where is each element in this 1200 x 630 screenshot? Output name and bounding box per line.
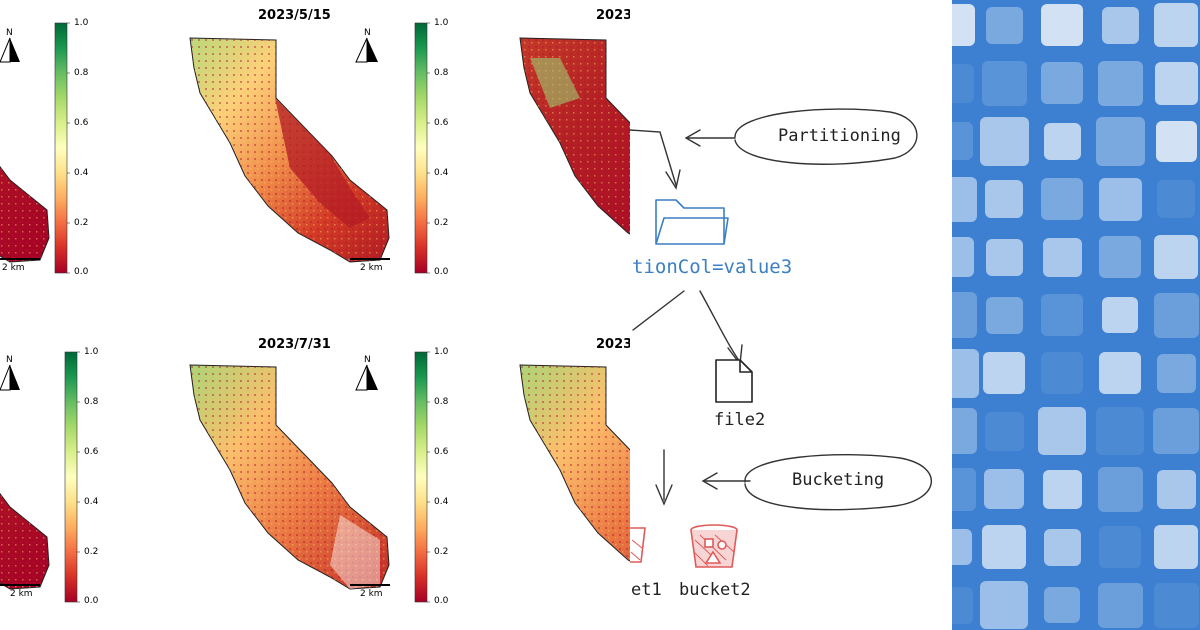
pattern-tile xyxy=(952,176,977,222)
pattern-tile xyxy=(1154,61,1198,105)
pattern-tile xyxy=(1041,62,1083,104)
pattern-tile xyxy=(1041,294,1083,336)
bucketing-label: Bucketing xyxy=(792,470,885,490)
pattern-tile xyxy=(1097,582,1143,628)
bucket1-icon xyxy=(630,527,646,563)
pattern-tile xyxy=(1041,178,1083,220)
pattern-tile xyxy=(982,525,1026,569)
pattern-tile xyxy=(1097,466,1143,512)
diagram-panel xyxy=(630,0,952,630)
map-panel-4 xyxy=(0,351,78,603)
pattern-tile xyxy=(1097,60,1143,106)
pattern-tile xyxy=(1156,353,1196,393)
pattern-tile xyxy=(1154,235,1198,279)
pattern-tile xyxy=(952,586,973,624)
scale-label-4: 2 km xyxy=(10,589,33,599)
pattern-tile xyxy=(952,529,972,565)
pattern-tile xyxy=(980,581,1028,629)
north-label: N xyxy=(6,355,13,365)
map-panel-2 xyxy=(189,22,428,274)
pattern-tile xyxy=(952,122,973,160)
north-label: N xyxy=(364,28,371,38)
file-label: file2 xyxy=(714,410,766,430)
pattern-tile xyxy=(952,292,977,338)
colorbar-5 xyxy=(414,351,428,603)
colorbar-4 xyxy=(64,351,78,603)
pattern-tile xyxy=(1042,237,1082,277)
pattern-tile xyxy=(1096,407,1144,455)
folder-label: tionCol=value3 xyxy=(632,256,793,278)
pattern-tile xyxy=(1042,469,1082,509)
pattern-tile xyxy=(1043,122,1081,160)
colorbar-2 xyxy=(414,22,428,274)
pattern-tile xyxy=(985,238,1023,276)
scale-label-2: 2 km xyxy=(360,263,383,273)
pattern-tile xyxy=(1098,177,1142,221)
pattern-tile xyxy=(1154,525,1198,569)
pattern-tile xyxy=(985,6,1023,44)
pattern-tile xyxy=(1044,587,1080,623)
pattern-tile xyxy=(1095,116,1145,166)
colorbar-1 xyxy=(54,22,68,274)
pattern-tile xyxy=(1102,297,1138,333)
pattern-tile xyxy=(981,60,1027,106)
pattern-tile xyxy=(984,469,1024,509)
map-title-3: 2023 xyxy=(596,8,633,23)
pattern-tile xyxy=(983,352,1025,394)
north-label: N xyxy=(364,355,371,365)
bucket2-icon xyxy=(690,524,738,568)
maps-canvas xyxy=(0,22,630,603)
pattern-tile xyxy=(1038,407,1086,455)
tile-pattern xyxy=(952,0,1200,630)
pattern-tile xyxy=(1099,352,1141,394)
pattern-tile xyxy=(952,408,977,454)
pattern-tile xyxy=(1157,180,1195,218)
map-title-6: 2023/ xyxy=(596,337,637,352)
scale-label-5: 2 km xyxy=(360,589,383,599)
pattern-tile xyxy=(1043,528,1081,566)
pattern-tile xyxy=(1153,292,1199,338)
pattern-tile xyxy=(985,180,1023,218)
pattern-tile xyxy=(1101,6,1139,44)
pattern-tile xyxy=(952,4,975,46)
pattern-tile xyxy=(952,467,976,511)
north-label: N xyxy=(6,28,13,38)
partitioning-label: Partitioning xyxy=(778,126,901,146)
map-title-5: 2023/7/31 xyxy=(258,337,331,352)
pattern-tile xyxy=(979,116,1029,166)
pattern-tile xyxy=(1099,526,1141,568)
bucket1-label: et1 xyxy=(631,580,662,600)
pattern-tile xyxy=(952,237,974,277)
pattern-tile xyxy=(952,63,974,103)
pattern-tile xyxy=(1156,469,1196,509)
scale-label-1: 2 km xyxy=(2,263,25,273)
map-panel-1 xyxy=(0,22,68,274)
bucket2-label: bucket2 xyxy=(679,580,751,600)
pattern-tile xyxy=(1041,352,1083,394)
pattern-tile xyxy=(1153,582,1199,628)
pattern-tile xyxy=(952,348,979,398)
map-panel-3 xyxy=(519,37,630,263)
pattern-tile xyxy=(1154,3,1198,47)
pattern-tile xyxy=(1153,408,1199,454)
pattern-tile xyxy=(1155,120,1197,162)
folder-icon xyxy=(655,199,729,245)
pattern-tile xyxy=(1099,236,1141,278)
pattern-tile xyxy=(984,411,1024,451)
pattern-tile xyxy=(985,296,1023,334)
pattern-tile xyxy=(1041,4,1083,46)
file-icon xyxy=(715,359,753,403)
map-title-2: 2023/5/15 xyxy=(258,8,331,23)
map-panel-5 xyxy=(189,351,428,603)
